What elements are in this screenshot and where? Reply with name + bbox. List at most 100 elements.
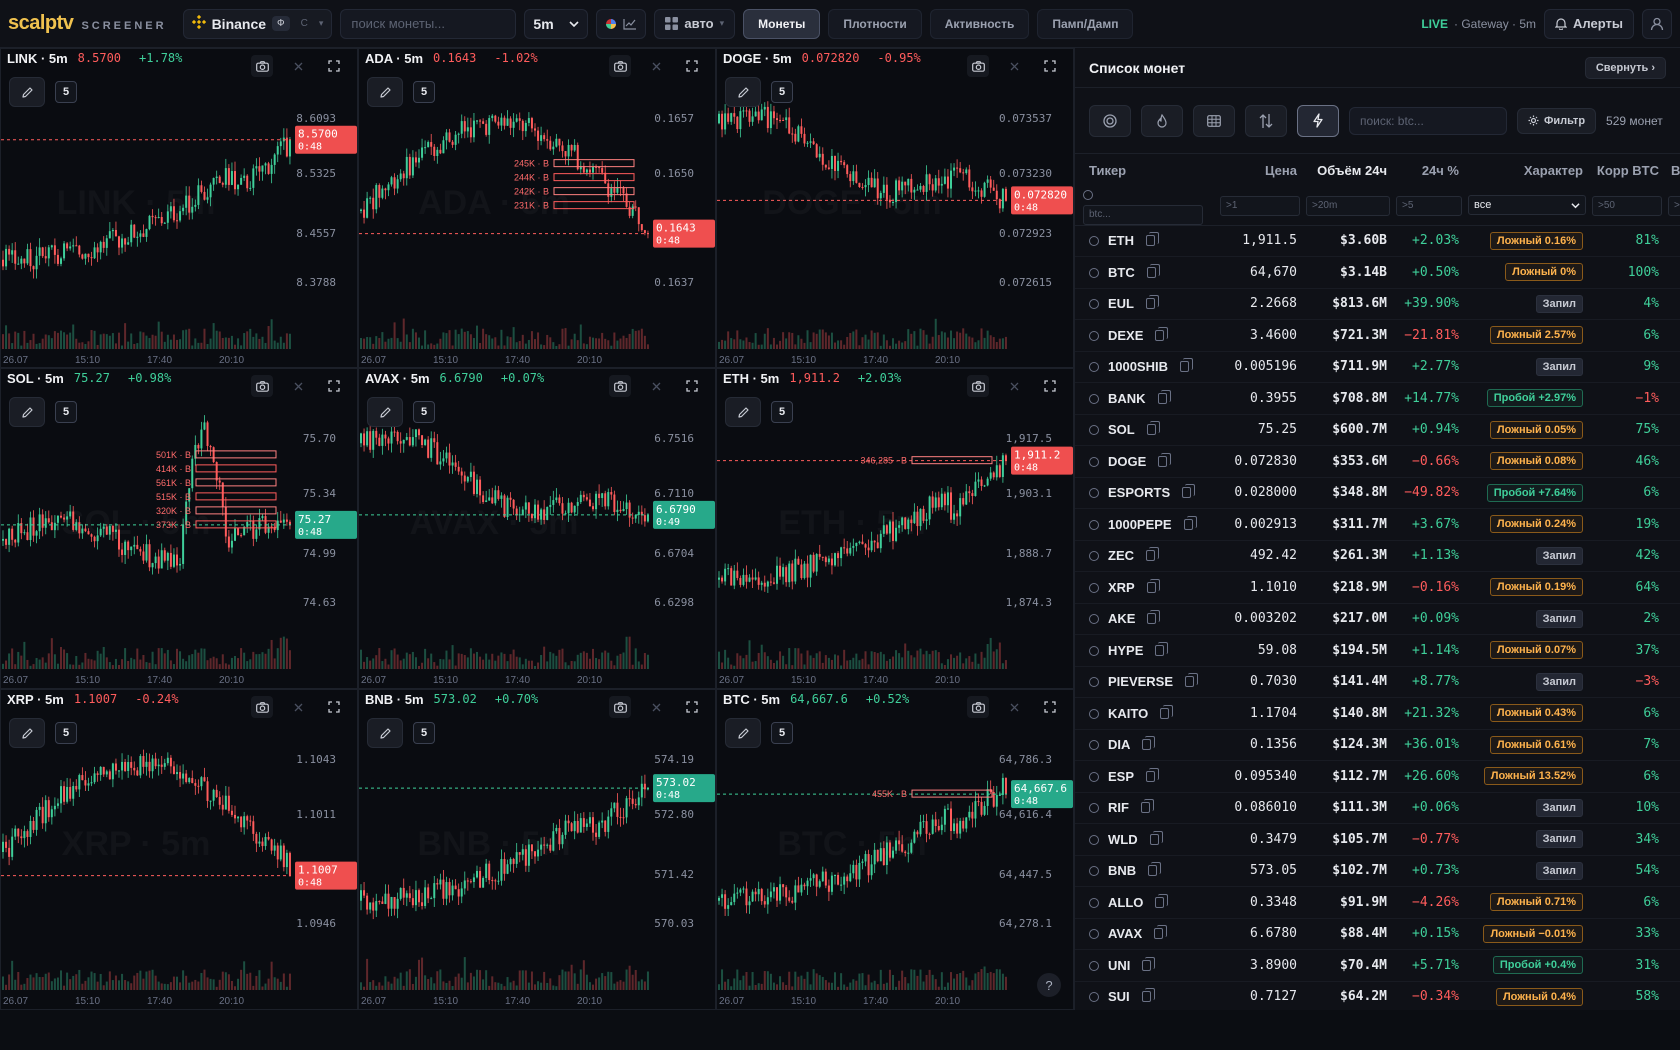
select-radio[interactable] xyxy=(1089,362,1099,373)
table-row[interactable]: WLD 0.3479 $105.7M −0.77% Запил 34% xyxy=(1075,823,1680,856)
price-chart[interactable]: ADA · 5m0.16570.16500.16440.163726.0715:… xyxy=(359,49,716,368)
copy-icon[interactable] xyxy=(1146,578,1160,593)
alerts-button[interactable]: Алерты xyxy=(1544,8,1634,39)
select-radio[interactable] xyxy=(1089,330,1099,341)
tab-activity[interactable]: Активность xyxy=(929,8,1030,39)
extra-filter-input[interactable] xyxy=(1668,195,1680,216)
copy-icon[interactable] xyxy=(1183,515,1197,530)
chart-panel[interactable]: SOL · 5m 75.70 75.34 74.99 74.63 26.07 15:10 17… xyxy=(0,368,358,689)
table-row[interactable]: XRP 1.1010 $218.9M −0.16% Ложный 0.19% 6… xyxy=(1075,571,1680,604)
copy-icon[interactable] xyxy=(1146,547,1159,562)
ticker-symbol[interactable]: DIA xyxy=(1108,737,1131,753)
table-row[interactable]: PIEVERSE 0.7030 $141.4M +8.77% Запил −3% xyxy=(1075,666,1680,698)
ticker-symbol[interactable]: BTC xyxy=(1108,264,1135,280)
select-radio[interactable] xyxy=(1089,582,1099,593)
ticker-symbol[interactable]: KAITO xyxy=(1108,705,1149,721)
density-level[interactable] xyxy=(553,159,635,168)
chart-panel[interactable]: LINK · 5m 8.6093 8.5325 8.4557 8.3788 26.07 15… xyxy=(0,48,358,368)
camera-icon[interactable] xyxy=(609,55,631,77)
ticker-symbol[interactable]: ETH xyxy=(1108,233,1134,249)
pencil-icon[interactable] xyxy=(9,397,45,427)
density-level[interactable] xyxy=(911,456,993,465)
chart-panel[interactable]: XRP · 5m1.10431.10111.09791.094626.0715:… xyxy=(0,689,358,1010)
fullscreen-icon[interactable] xyxy=(323,696,345,718)
col-volume[interactable]: Объём 24ч xyxy=(1317,162,1387,178)
table-row[interactable]: SUI 0.7127 $64.2M −0.34% Ложный 0.4% 58% xyxy=(1075,981,1680,1010)
copy-icon[interactable] xyxy=(1185,673,1199,688)
table-row[interactable]: 1000PEPE 0.002913 $311.7M +3.67% Ложный … xyxy=(1075,508,1680,541)
interval-badge[interactable]: 5 xyxy=(413,401,435,423)
copy-icon[interactable] xyxy=(1142,956,1156,971)
select-radio[interactable] xyxy=(1089,897,1099,908)
panel-search-input[interactable] xyxy=(1349,106,1507,135)
table-row[interactable]: UNI 3.8900 $70.4M +5.71% Пробой +0.4% 31… xyxy=(1075,949,1680,982)
table-row[interactable]: BANK 0.3955 $708.8M +14.77% Пробой +2.97… xyxy=(1075,382,1680,415)
density-level[interactable] xyxy=(553,187,635,196)
camera-icon[interactable] xyxy=(967,375,989,397)
table-row[interactable]: RIF 0.086010 $111.3M +0.06% Запил 10% xyxy=(1075,792,1680,824)
copy-icon[interactable] xyxy=(1155,893,1169,908)
copy-icon[interactable] xyxy=(1140,799,1154,814)
density-level[interactable] xyxy=(195,478,277,487)
character-filter-select[interactable]: все xyxy=(1468,195,1586,216)
copy-icon[interactable] xyxy=(1179,358,1193,373)
ticker-symbol[interactable]: AVAX xyxy=(1108,926,1143,942)
fullscreen-icon[interactable] xyxy=(1039,696,1061,718)
lightning-filter-button[interactable] xyxy=(1297,104,1339,137)
pencil-icon[interactable] xyxy=(367,397,403,427)
select-radio[interactable] xyxy=(1089,614,1099,625)
table-row[interactable]: ESP 0.095340 $112.7M +26.60% Ложный 13.5… xyxy=(1075,760,1680,793)
copy-icon[interactable] xyxy=(1160,704,1174,719)
col-price[interactable]: Цена xyxy=(1265,162,1297,178)
col-character[interactable]: Характер xyxy=(1523,162,1583,178)
price-chart[interactable]: ETH · 5m1,917.51,903.11,888.71,874.326.0… xyxy=(717,369,1074,689)
spot-toggle[interactable]: С xyxy=(300,18,308,29)
ticker-symbol[interactable]: XRP xyxy=(1108,579,1135,595)
sort-button[interactable] xyxy=(1245,104,1287,137)
copy-icon[interactable] xyxy=(1146,263,1160,278)
tab-coins[interactable]: Монеты xyxy=(743,8,821,39)
select-radio[interactable] xyxy=(1089,866,1099,877)
camera-icon[interactable] xyxy=(251,55,273,77)
ticker-symbol[interactable]: WLD xyxy=(1108,831,1138,847)
ticker-symbol[interactable]: DOGE xyxy=(1108,453,1147,469)
interval-badge[interactable]: 5 xyxy=(413,722,435,744)
select-radio[interactable] xyxy=(1089,488,1099,499)
table-row[interactable]: EUL 2.2668 $813.6M +39.90% Запил 4% xyxy=(1075,288,1680,320)
copy-icon[interactable] xyxy=(1146,232,1159,247)
pencil-icon[interactable] xyxy=(9,77,45,107)
density-level[interactable] xyxy=(553,201,635,210)
table-row[interactable]: ESPORTS 0.028000 $348.8M −49.82% Пробой … xyxy=(1075,477,1680,509)
chart-panel[interactable]: DOGE · 5m 0.073537 0.073230 0.072923 0.07261… xyxy=(716,48,1074,368)
filter-button[interactable]: Фильтр xyxy=(1517,107,1597,134)
close-icon[interactable] xyxy=(645,375,667,397)
ticker-symbol[interactable]: SUI xyxy=(1108,989,1130,1005)
table-row[interactable]: BTC 64,670 $3.14B +0.50% Ложный 0% 100% xyxy=(1075,256,1680,289)
corr-filter-input[interactable] xyxy=(1592,195,1662,216)
copy-icon[interactable] xyxy=(1158,452,1172,467)
col-ticker[interactable]: Тикер xyxy=(1089,162,1127,178)
col-corr-btc[interactable]: Корр BTC xyxy=(1596,162,1659,178)
fullscreen-icon[interactable] xyxy=(681,55,703,77)
fullscreen-icon[interactable] xyxy=(681,375,703,397)
density-level[interactable] xyxy=(195,520,277,529)
futures-toggle[interactable]: Ф xyxy=(272,16,290,31)
fullscreen-icon[interactable] xyxy=(681,696,703,718)
select-radio[interactable] xyxy=(1089,740,1099,751)
select-radio[interactable] xyxy=(1089,551,1099,562)
copy-icon[interactable] xyxy=(1157,389,1171,404)
copy-icon[interactable] xyxy=(1155,641,1169,656)
collapse-button[interactable]: Свернуть › xyxy=(1584,56,1666,79)
ticker-symbol[interactable]: BANK xyxy=(1108,390,1146,406)
pencil-icon[interactable] xyxy=(725,718,761,748)
density-level[interactable] xyxy=(553,173,635,182)
select-radio[interactable] xyxy=(1089,708,1099,719)
ticker-symbol[interactable]: 1000SHIB xyxy=(1108,359,1168,375)
pencil-icon[interactable] xyxy=(725,397,761,427)
select-all-radio[interactable] xyxy=(1083,190,1093,200)
pencil-icon[interactable] xyxy=(367,77,403,107)
close-icon[interactable] xyxy=(645,55,667,77)
ticker-symbol[interactable]: 1000PEPE xyxy=(1108,516,1172,532)
